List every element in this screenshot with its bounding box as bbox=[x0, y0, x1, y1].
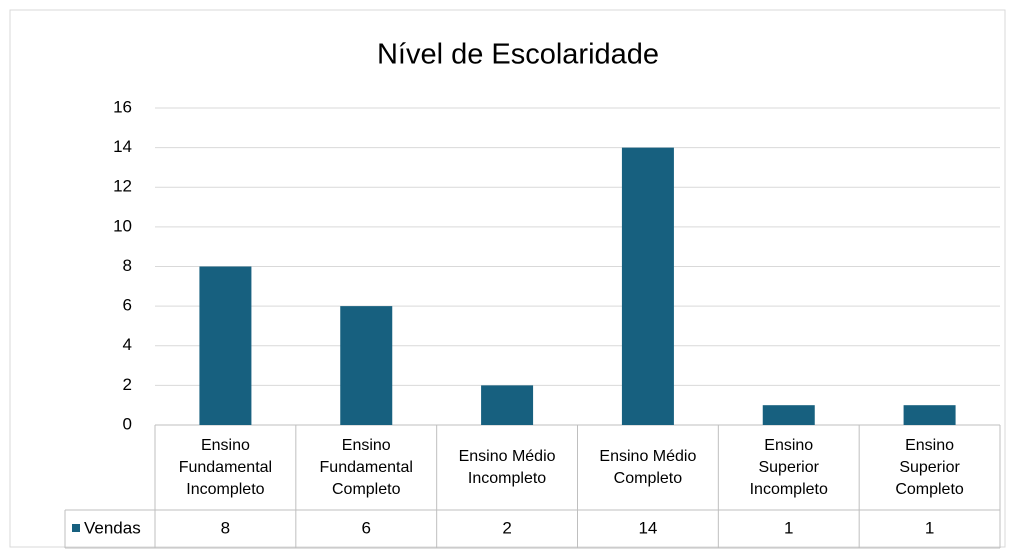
x-tick-text: Ensino Médio Incompleto bbox=[458, 447, 556, 487]
x-tick-text: Ensino Fundamental Incompleto bbox=[178, 436, 273, 498]
x-tick-label: Ensino Médio Completo bbox=[578, 425, 719, 510]
x-tick-label: Ensino Superior Completo bbox=[859, 425, 1000, 510]
y-tick-label: 8 bbox=[123, 256, 132, 275]
bar bbox=[481, 385, 534, 425]
bar bbox=[903, 405, 956, 425]
y-tick-label: 4 bbox=[123, 335, 132, 354]
y-tick-label: 6 bbox=[123, 296, 132, 315]
x-tick-label: Ensino Superior Incompleto bbox=[718, 425, 859, 510]
x-tick-text: Ensino Superior Incompleto bbox=[749, 436, 828, 498]
table-value: 2 bbox=[502, 518, 511, 537]
x-tick-label: Ensino Fundamental Completo bbox=[296, 425, 437, 510]
y-tick-label: 12 bbox=[113, 177, 132, 196]
x-tick-label: Ensino Médio Incompleto bbox=[437, 425, 578, 510]
table-value: 6 bbox=[362, 518, 371, 537]
chart-title: Nível de Escolaridade bbox=[377, 39, 659, 71]
chart-border bbox=[9, 9, 1006, 548]
legend-label: Vendas bbox=[84, 518, 141, 537]
y-tick-label: 2 bbox=[123, 375, 132, 394]
x-tick-text: Ensino Médio Completo bbox=[599, 447, 697, 487]
bar bbox=[340, 306, 393, 425]
y-tick-label: 14 bbox=[113, 137, 132, 156]
table-value: 1 bbox=[925, 518, 934, 537]
y-tick-label: 10 bbox=[113, 216, 132, 235]
table-value: 1 bbox=[784, 518, 793, 537]
x-tick-text: Ensino Fundamental Completo bbox=[319, 436, 413, 498]
bar bbox=[621, 147, 674, 425]
x-tick-text: Ensino Superior Completo bbox=[895, 436, 964, 498]
legend-marker bbox=[72, 524, 80, 532]
table-value: 8 bbox=[221, 518, 230, 537]
x-tick-label: Ensino Fundamental Incompleto bbox=[155, 425, 296, 510]
bar bbox=[199, 266, 252, 425]
y-tick-label: 0 bbox=[123, 414, 132, 433]
bar bbox=[762, 405, 815, 425]
table-value: 14 bbox=[638, 518, 657, 537]
y-tick-label: 16 bbox=[113, 97, 132, 116]
